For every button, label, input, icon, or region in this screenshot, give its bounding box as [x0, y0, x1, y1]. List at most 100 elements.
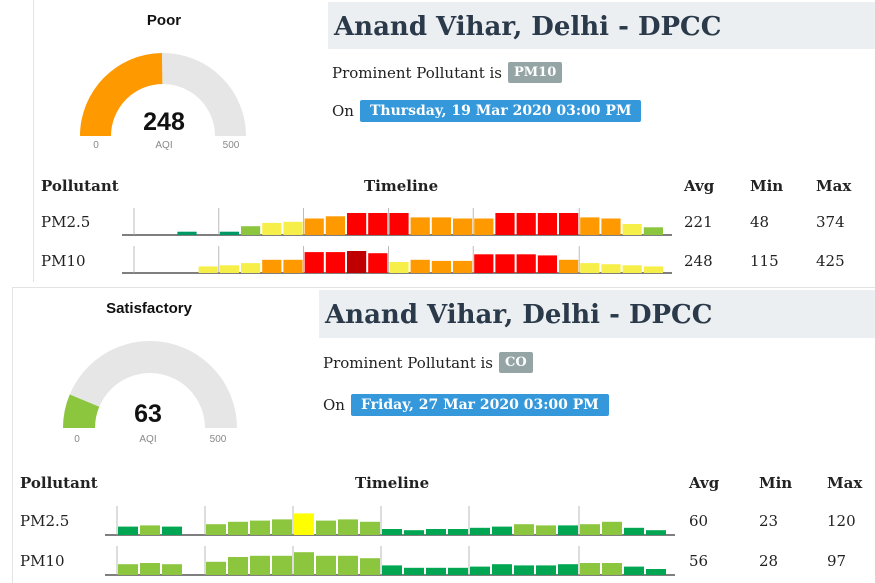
timeline-bar[interactable] [559, 259, 579, 273]
timeline-bar[interactable] [516, 213, 536, 235]
date-on-label: On [323, 396, 345, 414]
timeline-bar[interactable] [241, 263, 261, 273]
timeline-bar[interactable] [118, 526, 138, 535]
timeline-bar[interactable] [495, 213, 515, 235]
date-badge: Friday, 27 Mar 2020 03:00 PM [350, 394, 609, 416]
timeline-bar[interactable] [643, 227, 663, 235]
timeline-bar[interactable] [580, 263, 600, 273]
timeline-bar[interactable] [559, 213, 579, 235]
row-pm25-min: 23 [759, 512, 779, 530]
timeline-bar[interactable] [325, 216, 345, 235]
timeline-bar[interactable] [338, 555, 358, 575]
timeline-bar[interactable] [514, 565, 534, 575]
timeline-bar[interactable] [426, 529, 446, 535]
timeline-bar[interactable] [347, 251, 367, 273]
timeline-bar[interactable] [537, 213, 557, 235]
timeline-bar[interactable] [250, 520, 270, 535]
timeline-bar[interactable] [162, 564, 182, 575]
timeline-bar[interactable] [360, 521, 380, 535]
timeline-bar[interactable] [431, 260, 451, 273]
timeline-bar[interactable] [453, 218, 473, 236]
timeline-bar[interactable] [177, 231, 197, 235]
timeline-bar[interactable] [262, 222, 282, 235]
timeline-bar[interactable] [646, 530, 666, 535]
row-pm10-max: 425 [816, 252, 845, 270]
timeline-bar[interactable] [580, 217, 600, 235]
timeline-bar[interactable] [382, 529, 402, 535]
timeline-bar[interactable] [404, 530, 424, 535]
timeline-bar[interactable] [448, 567, 468, 575]
timeline-bar[interactable] [624, 527, 644, 535]
timeline-bar[interactable] [389, 262, 409, 273]
timeline-bar[interactable] [325, 252, 345, 273]
timeline-bar[interactable] [410, 259, 430, 273]
timeline-bar[interactable] [601, 264, 621, 273]
timeline-bar[interactable] [140, 563, 160, 575]
timeline-bar[interactable] [228, 521, 248, 535]
timeline-bar[interactable] [426, 567, 446, 575]
timeline-bar[interactable] [453, 260, 473, 273]
timeline-bar[interactable] [382, 565, 402, 575]
timeline-bar[interactable] [262, 259, 282, 273]
timeline-bar[interactable] [404, 567, 424, 575]
timeline-bar[interactable] [283, 259, 303, 273]
timeline-bar[interactable] [304, 252, 324, 273]
timeline-bar[interactable] [118, 564, 138, 575]
timeline-bar[interactable] [294, 552, 314, 575]
timeline-bar[interactable] [495, 254, 515, 273]
timeline-bar[interactable] [206, 524, 226, 535]
timeline-bar[interactable] [470, 566, 490, 575]
timeline-bar[interactable] [492, 564, 512, 575]
timeline-bar[interactable] [140, 525, 160, 535]
timeline-bar[interactable] [580, 524, 600, 535]
timeline-bar[interactable] [206, 561, 226, 575]
timeline-bar[interactable] [448, 529, 468, 535]
timeline-bar[interactable] [514, 524, 534, 535]
timeline-bar[interactable] [624, 566, 644, 575]
timeline-bar[interactable] [241, 226, 261, 235]
timeline-bar[interactable] [410, 217, 430, 235]
timeline-bar[interactable] [580, 563, 600, 575]
timeline-bar[interactable] [622, 224, 642, 235]
timeline-bar[interactable] [316, 555, 336, 575]
timeline-bar[interactable] [537, 255, 557, 273]
timeline-bar[interactable] [219, 265, 239, 273]
timeline-bar[interactable] [602, 563, 622, 575]
timeline-bar[interactable] [228, 557, 248, 575]
timeline-bar[interactable] [294, 513, 314, 535]
timeline-bar[interactable] [389, 213, 409, 235]
timeline-bar[interactable] [368, 253, 388, 273]
timeline-bar[interactable] [304, 218, 324, 236]
timeline-bar[interactable] [474, 254, 494, 273]
timeline-bar[interactable] [431, 217, 451, 235]
timeline-bar[interactable] [219, 231, 239, 235]
timeline-bar[interactable] [646, 569, 666, 575]
timeline-bar[interactable] [601, 218, 621, 236]
timeline-bar[interactable] [198, 266, 218, 273]
header-max: Max [816, 177, 852, 195]
timeline-bar[interactable] [338, 519, 358, 535]
timeline-bar[interactable] [316, 520, 336, 535]
row-pm25-max: 374 [816, 213, 845, 231]
timeline-bar[interactable] [622, 265, 642, 273]
timeline-bar[interactable] [360, 558, 380, 575]
timeline-bar[interactable] [272, 555, 292, 575]
timeline-bar[interactable] [536, 525, 556, 535]
timeline-bar[interactable] [536, 565, 556, 575]
timeline-bar[interactable] [272, 519, 292, 535]
timeline-bar[interactable] [250, 555, 270, 575]
row-pm25-avg: 221 [684, 213, 713, 231]
timeline-bar[interactable] [602, 521, 622, 535]
timeline-bar[interactable] [283, 221, 303, 235]
timeline-bar[interactable] [368, 213, 388, 235]
timeline-bar[interactable] [347, 213, 367, 235]
timeline-bar[interactable] [558, 525, 578, 535]
timeline-bar[interactable] [643, 266, 663, 273]
timeline-bar[interactable] [558, 564, 578, 575]
timeline-bar[interactable] [492, 526, 512, 535]
timeline-bar[interactable] [516, 254, 536, 273]
timeline-bar[interactable] [474, 218, 494, 236]
timeline-bar[interactable] [162, 526, 182, 535]
timeline-bar[interactable] [470, 527, 490, 535]
row-pm10-name: PM10 [41, 252, 86, 270]
